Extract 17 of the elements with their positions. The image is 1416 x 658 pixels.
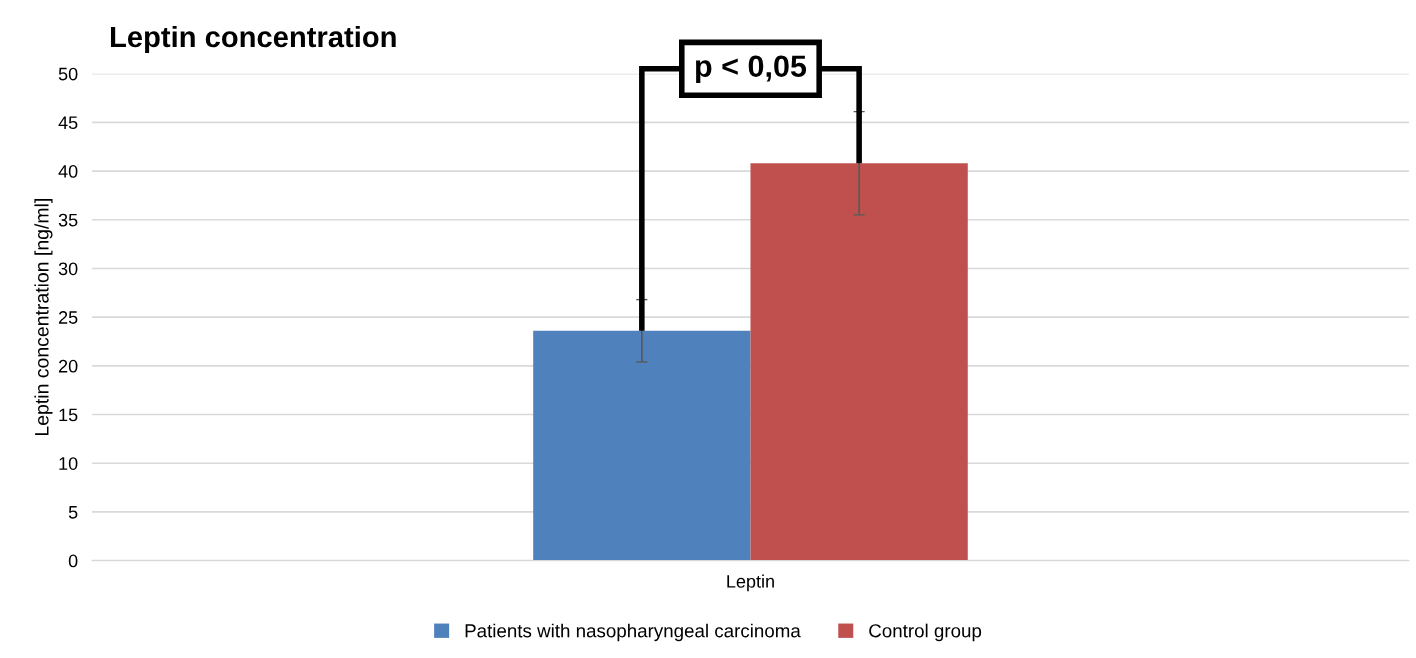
y-tick-label: 20 <box>58 359 78 373</box>
y-tick-label: 25 <box>58 311 78 324</box>
y-tick-label: 40 <box>58 165 78 178</box>
chart-title: Leptin concentration <box>110 25 396 54</box>
legend-label: Control group <box>869 623 982 642</box>
y-tick-label: 15 <box>59 408 78 422</box>
y-axis-title: Leptin concentration [ng/ml] <box>34 199 53 435</box>
y-tick-label: 5 <box>68 506 78 519</box>
y-tick-label: 50 <box>58 67 78 81</box>
y-tick-label: 30 <box>58 262 78 276</box>
annotation: p < 0,05 <box>696 55 807 84</box>
legend-label: Patients with nasopharyngeal carcinoma <box>465 623 801 642</box>
y-tick-label: 10 <box>59 457 78 470</box>
y-tick-label: 0 <box>68 554 78 568</box>
y-tick-label: 45 <box>58 116 78 130</box>
x-tick-label: Leptin <box>727 574 774 592</box>
y-tick-label: 35 <box>58 213 78 227</box>
